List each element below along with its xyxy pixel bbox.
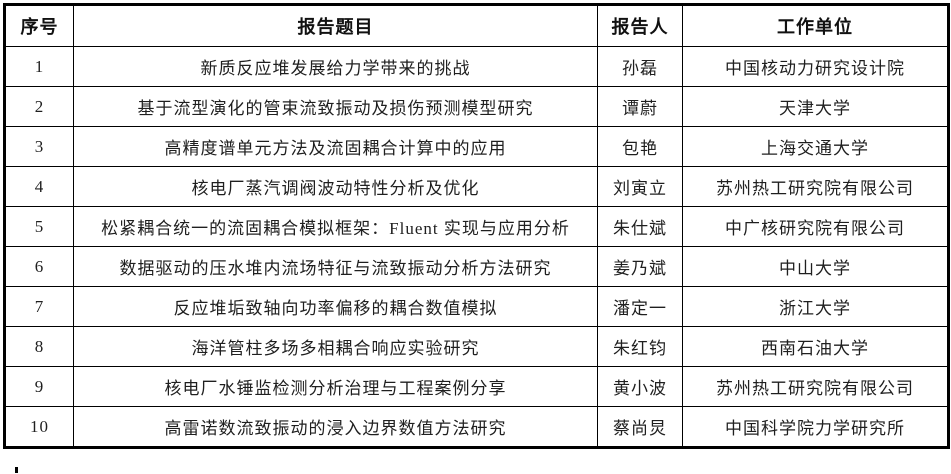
table-row: 10 高雷诺数流致振动的浸入边界数值方法研究 蔡尚炅 中国科学院力学研究所 — [4, 406, 949, 448]
cell-report-title: 新质反应堆发展给力学带来的挑战 — [73, 46, 598, 87]
header-presenter: 报告人 — [597, 4, 683, 47]
cell-organization: 苏州热工研究院有限公司 — [682, 366, 949, 407]
cell-organization: 中山大学 — [682, 246, 949, 287]
table-row: 8 海洋管柱多场多相耦合响应实验研究 朱红钧 西南石油大学 — [4, 326, 949, 367]
cell-organization: 西南石油大学 — [682, 326, 949, 367]
cell-presenter: 蔡尚炅 — [597, 406, 683, 448]
cell-presenter: 黄小波 — [597, 366, 683, 407]
stray-mark — [15, 467, 18, 473]
cell-serial-number: 7 — [4, 286, 74, 327]
cell-presenter: 刘寅立 — [597, 166, 683, 207]
cell-serial-number: 5 — [4, 206, 74, 247]
cell-report-title: 高雷诺数流致振动的浸入边界数值方法研究 — [73, 406, 598, 448]
table-row: 3 高精度谱单元方法及流固耦合计算中的应用 包艳 上海交通大学 — [4, 126, 949, 167]
cell-report-title: 高精度谱单元方法及流固耦合计算中的应用 — [73, 126, 598, 167]
cell-report-title: 海洋管柱多场多相耦合响应实验研究 — [73, 326, 598, 367]
cell-presenter: 孙磊 — [597, 46, 683, 87]
table-row: 5 松紧耦合统一的流固耦合模拟框架：Fluent 实现与应用分析 朱仕斌 中广核… — [4, 206, 949, 247]
table-row: 2 基于流型演化的管束流致振动及损伤预测模型研究 谭蔚 天津大学 — [4, 86, 949, 127]
cell-organization: 苏州热工研究院有限公司 — [682, 166, 949, 207]
table-row: 1 新质反应堆发展给力学带来的挑战 孙磊 中国核动力研究设计院 — [4, 46, 949, 87]
cell-presenter: 谭蔚 — [597, 86, 683, 127]
cell-serial-number: 4 — [4, 166, 74, 207]
table-row: 9 核电厂水锤监检测分析治理与工程案例分享 黄小波 苏州热工研究院有限公司 — [4, 366, 949, 407]
report-schedule-table: 序号 报告题目 报告人 工作单位 1 新质反应堆发展给力学带来的挑战 孙磊 中国… — [3, 3, 950, 449]
cell-serial-number: 9 — [4, 366, 74, 407]
cell-organization: 中广核研究院有限公司 — [682, 206, 949, 247]
cell-presenter: 朱仕斌 — [597, 206, 683, 247]
table-row: 7 反应堆垢致轴向功率偏移的耦合数值模拟 潘定一 浙江大学 — [4, 286, 949, 327]
cell-organization: 天津大学 — [682, 86, 949, 127]
cell-serial-number: 2 — [4, 86, 74, 127]
cell-serial-number: 6 — [4, 246, 74, 287]
cell-presenter: 姜乃斌 — [597, 246, 683, 287]
cell-report-title: 核电厂蒸汽调阀波动特性分析及优化 — [73, 166, 598, 207]
cell-presenter: 朱红钧 — [597, 326, 683, 367]
cell-serial-number: 3 — [4, 126, 74, 167]
cell-organization: 中国核动力研究设计院 — [682, 46, 949, 87]
cell-serial-number: 1 — [4, 46, 74, 87]
cell-serial-number: 10 — [4, 406, 74, 448]
header-organization: 工作单位 — [682, 4, 949, 47]
table-row: 4 核电厂蒸汽调阀波动特性分析及优化 刘寅立 苏州热工研究院有限公司 — [4, 166, 949, 207]
table-row: 6 数据驱动的压水堆内流场特征与流致振动分析方法研究 姜乃斌 中山大学 — [4, 246, 949, 287]
cell-report-title: 松紧耦合统一的流固耦合模拟框架：Fluent 实现与应用分析 — [73, 206, 598, 247]
cell-organization: 上海交通大学 — [682, 126, 949, 167]
header-serial-number: 序号 — [4, 4, 74, 47]
cell-serial-number: 8 — [4, 326, 74, 367]
cell-organization: 中国科学院力学研究所 — [682, 406, 949, 448]
cell-presenter: 潘定一 — [597, 286, 683, 327]
header-report-title: 报告题目 — [73, 4, 598, 47]
table-header-row: 序号 报告题目 报告人 工作单位 — [4, 4, 949, 47]
cell-report-title: 核电厂水锤监检测分析治理与工程案例分享 — [73, 366, 598, 407]
cell-presenter: 包艳 — [597, 126, 683, 167]
cell-report-title: 反应堆垢致轴向功率偏移的耦合数值模拟 — [73, 286, 598, 327]
cell-report-title: 数据驱动的压水堆内流场特征与流致振动分析方法研究 — [73, 246, 598, 287]
cell-organization: 浙江大学 — [682, 286, 949, 327]
cell-report-title: 基于流型演化的管束流致振动及损伤预测模型研究 — [73, 86, 598, 127]
